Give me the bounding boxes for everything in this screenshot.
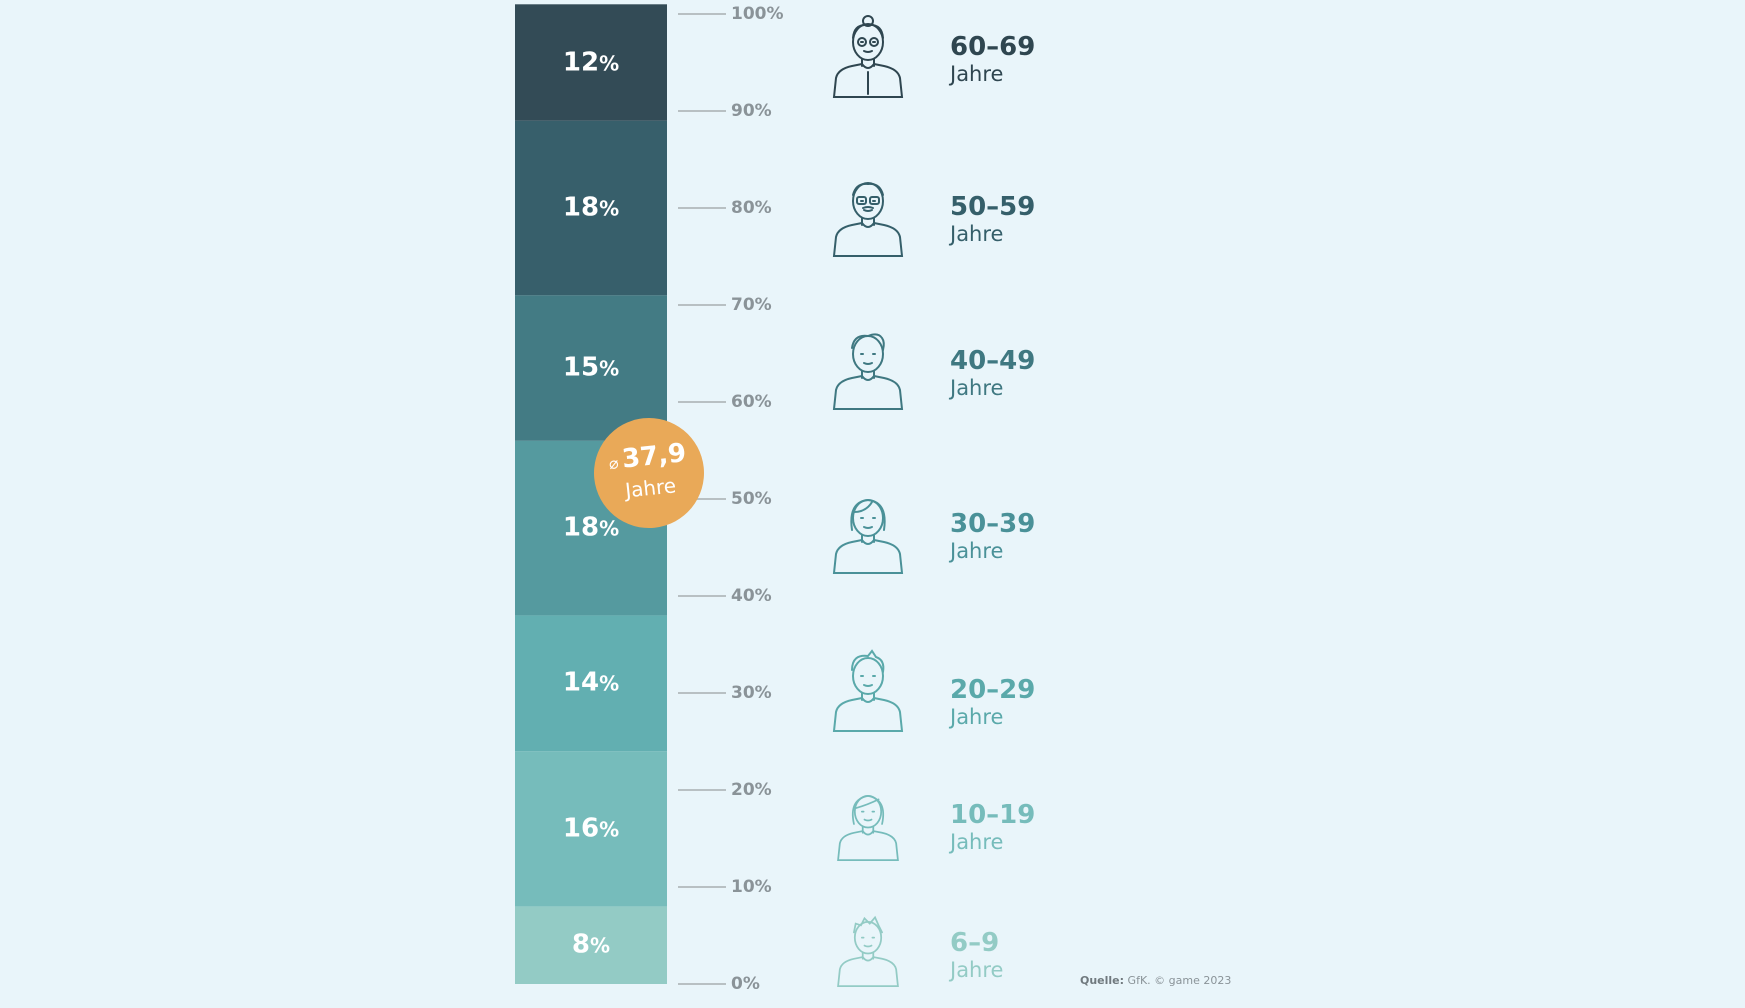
bar-segment-40–49: [515, 295, 667, 441]
bar-segment-50–59: [515, 120, 667, 296]
bar-segment-6–9: [515, 906, 667, 984]
average-symbol: ⌀: [607, 453, 620, 474]
source-text: GfK. © game 2023: [1127, 974, 1232, 987]
bar-segment-10–19: [515, 751, 667, 907]
source-label: Quelle:: [1080, 974, 1125, 987]
average-number: 37,9: [620, 438, 688, 475]
bar-segment-60–69: [515, 4, 667, 121]
source-note: Quelle: GfK. © game 2023: [1080, 974, 1231, 987]
bar-segment-20–29: [515, 615, 667, 752]
